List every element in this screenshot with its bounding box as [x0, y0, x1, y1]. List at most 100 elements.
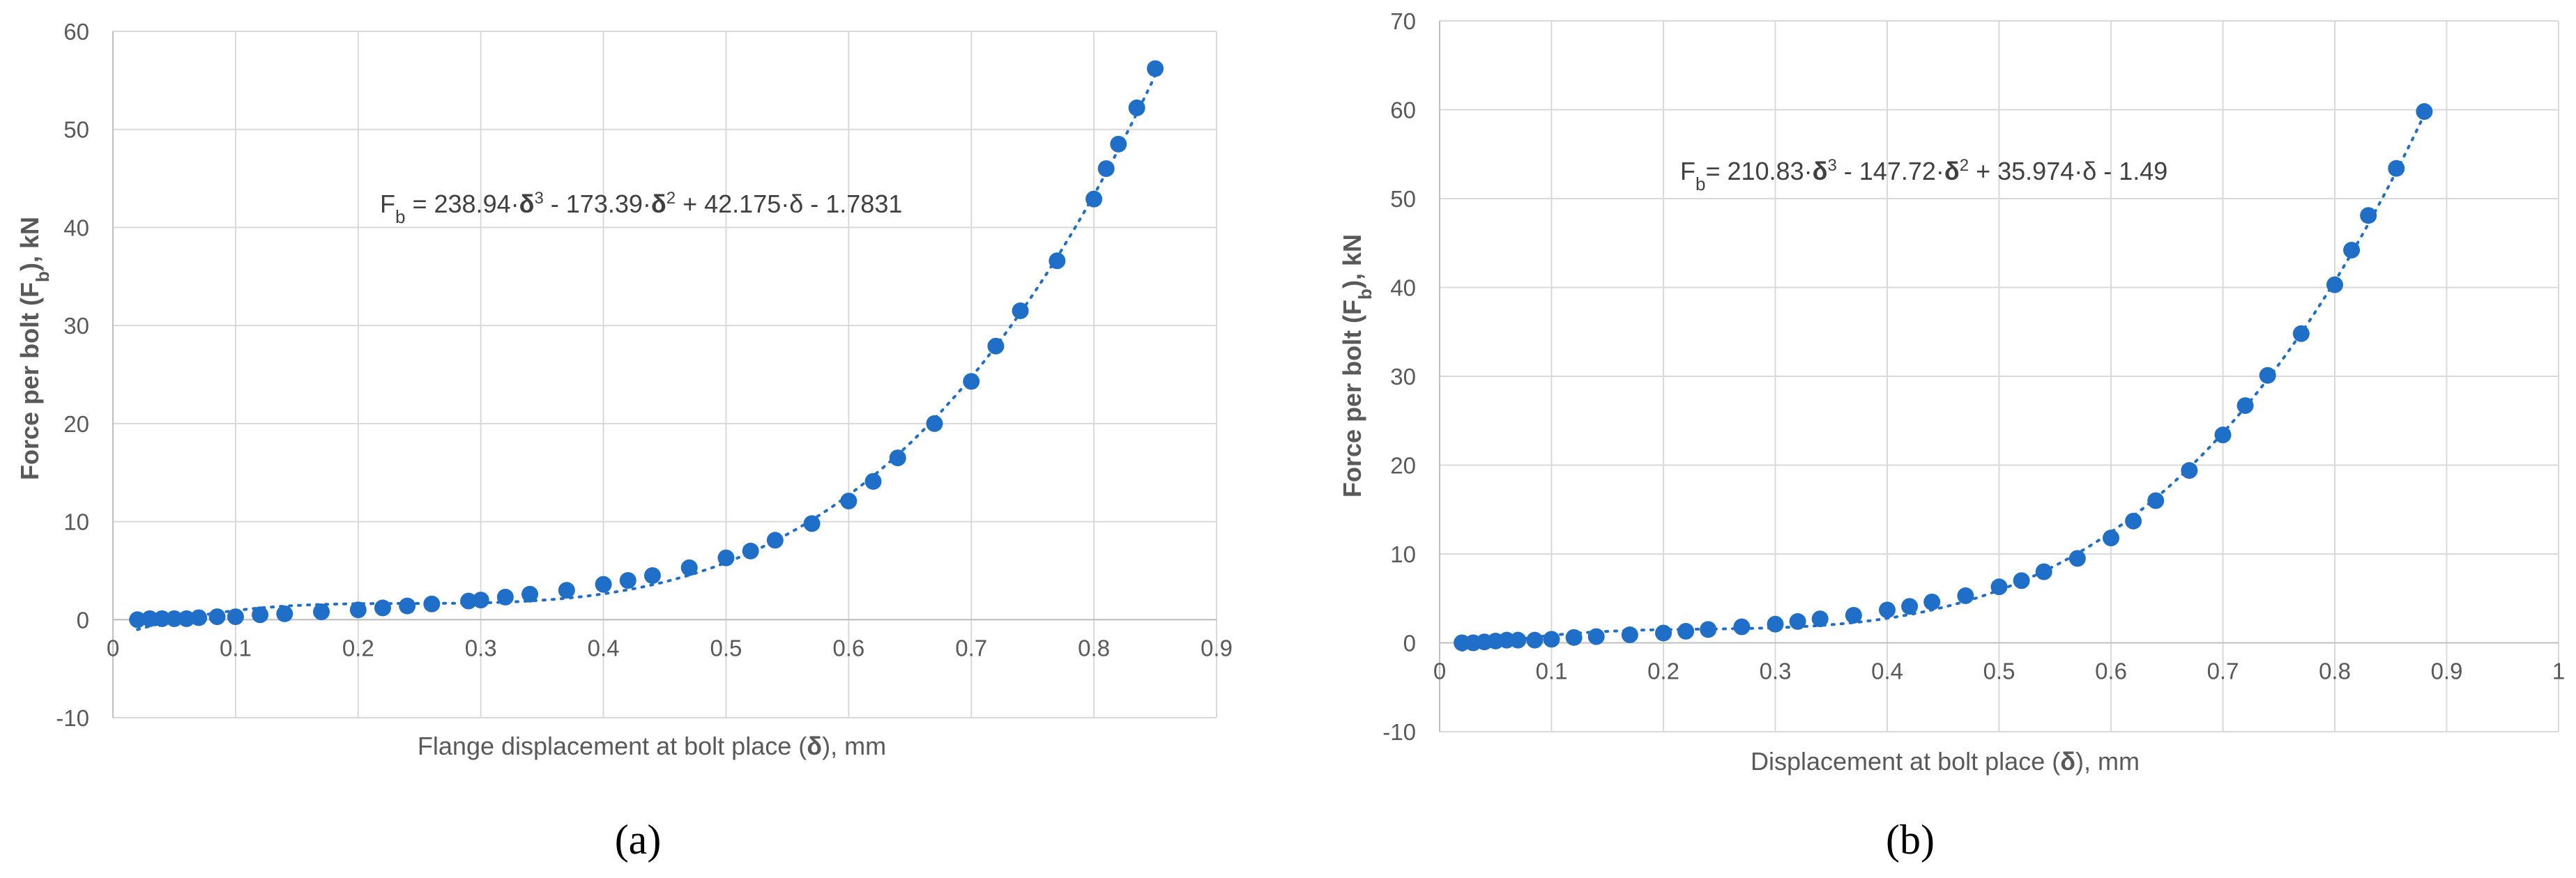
data-point-b	[2360, 207, 2377, 224]
y-tick-label: 20	[1390, 453, 1416, 479]
data-point-a	[1110, 135, 1127, 153]
y-tick-label: 30	[1390, 364, 1416, 390]
chart-panel-a: 0 0.1 0.2 0.3 0.4 0.5 0.6 0.7 0.8 0.9 -10 0 10 20 30 40…	[15, 19, 1233, 863]
data-point-a	[680, 559, 698, 576]
x-tick-label: 0.7	[2207, 658, 2239, 684]
y-tick-label: 10	[1390, 541, 1416, 567]
x-tick-label: 0.9	[1201, 635, 1233, 661]
y-tick-label: 40	[1390, 275, 1416, 301]
data-point-a	[1085, 190, 1103, 208]
data-point-b	[2214, 426, 2232, 444]
data-point-a	[399, 597, 416, 615]
y-tick-label: 30	[63, 313, 89, 339]
x-tick-label: 0.6	[832, 635, 864, 661]
data-point-b	[1543, 631, 1560, 648]
data-point-b	[1655, 624, 1672, 642]
data-point-b	[1811, 610, 1829, 628]
data-point-a	[1097, 160, 1115, 177]
data-point-a	[496, 588, 514, 606]
data-point-b	[2013, 572, 2030, 590]
x-tick-label: 0.2	[1647, 658, 1679, 684]
data-point-a	[423, 595, 441, 613]
data-point-a	[1128, 99, 1145, 116]
data-point-a	[558, 582, 575, 599]
data-point-a	[840, 493, 858, 510]
y-axis-label-b: Force per bolt (Fb), kN	[1338, 234, 1375, 498]
data-point-b	[2236, 397, 2254, 415]
y-tick-label: -10	[1382, 719, 1416, 745]
x-tick-label: 0.7	[955, 635, 987, 661]
data-point-b	[1565, 629, 1583, 646]
chart-panel-b: 0 0.1 0.2 0.3 0.4 0.5 0.6 0.7 0.8 0.9 1 -10 0 10 20 30 4…	[1338, 8, 2565, 863]
data-point-b	[2259, 367, 2276, 384]
data-point-a	[153, 610, 171, 627]
x-tick-label: 0.1	[220, 635, 252, 661]
x-tick-label: 0.5	[710, 635, 742, 661]
x-tick-label: 0.2	[342, 635, 374, 661]
trendline-b	[1461, 113, 2426, 652]
data-point-a	[472, 592, 489, 609]
data-point-a	[190, 609, 208, 626]
data-point-a	[521, 585, 539, 603]
data-point-b	[1700, 621, 1717, 638]
data-point-a	[926, 415, 943, 432]
data-point-a	[374, 599, 391, 617]
data-point-a	[1049, 252, 1066, 270]
data-point-a	[643, 567, 661, 584]
data-point-a	[619, 572, 637, 589]
data-point-b	[2416, 103, 2433, 121]
x-tick-label: 1	[2552, 658, 2565, 684]
x-axis-label-a: Flange displacement at bolt place (δ), m…	[418, 732, 886, 760]
data-point-b	[2035, 563, 2052, 580]
data-point-a	[349, 601, 367, 619]
data-point-a	[129, 611, 146, 629]
data-point-b	[1923, 593, 1941, 610]
data-point-a	[742, 542, 759, 560]
data-point-b	[1677, 622, 1695, 640]
data-point-a	[276, 605, 294, 622]
data-point-a	[766, 532, 784, 549]
x-tick-label: 0.8	[2319, 658, 2351, 684]
x-axis-label-b: Displacement at bolt place (δ), mm	[1751, 747, 2140, 776]
data-point-b	[2181, 462, 2198, 479]
y-tick-label: 10	[63, 509, 89, 535]
data-point-a	[252, 606, 269, 624]
panel-label-b: (b)	[1886, 817, 1935, 863]
x-tick-label: 0.1	[1536, 658, 1568, 684]
y-tick-label: -10	[56, 705, 89, 731]
data-point-a	[313, 603, 330, 621]
data-point-a	[208, 608, 226, 626]
y-tick-label: 50	[1390, 186, 1416, 212]
data-point-b	[2326, 276, 2343, 293]
x-tick-label: 0.4	[588, 635, 620, 661]
data-point-a	[141, 610, 158, 627]
data-point-a	[864, 472, 882, 490]
y-tick-label: 70	[1390, 8, 1416, 34]
data-point-b	[1957, 587, 1974, 604]
data-point-b	[2068, 550, 2086, 567]
data-point-a	[987, 337, 1005, 355]
trendline-a	[136, 73, 1157, 631]
data-point-a	[1147, 60, 1164, 77]
data-point-b	[1990, 578, 2008, 596]
data-point-b	[1509, 631, 1527, 649]
x-tick-label: 0.3	[465, 635, 497, 661]
data-point-b	[2103, 530, 2119, 547]
y-axis-label-a: Force per bolt (Fb), kN	[15, 217, 53, 480]
data-point-b	[2388, 160, 2405, 177]
data-point-b	[1789, 613, 1806, 630]
data-point-a	[178, 610, 195, 627]
y-tick-label: 50	[63, 117, 89, 143]
data-point-a	[460, 592, 478, 610]
data-point-b	[1733, 618, 1751, 636]
data-point-a	[227, 608, 244, 626]
panel-label-a: (a)	[615, 817, 662, 863]
data-point-a	[165, 610, 183, 627]
data-point-a	[803, 515, 821, 532]
data-point-b	[1845, 606, 1862, 624]
x-tick-label: 0.4	[1871, 658, 1903, 684]
y-tick-label: 60	[1390, 98, 1416, 123]
data-point-b	[1621, 626, 1638, 644]
data-point-b	[1587, 628, 1605, 645]
